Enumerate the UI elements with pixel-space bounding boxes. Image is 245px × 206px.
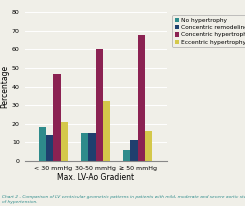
Bar xyxy=(46,135,53,161)
X-axis label: Max. LV-Ao Gradient: Max. LV-Ao Gradient xyxy=(57,173,134,182)
Bar xyxy=(61,122,68,161)
Bar xyxy=(145,131,152,161)
Bar xyxy=(53,74,61,161)
Bar xyxy=(130,140,138,161)
Bar xyxy=(39,127,46,161)
Bar xyxy=(88,133,96,161)
Legend: No hypertrophy, Concentric remodeling, Concentric hypertrophy, Eccentric hypertr: No hypertrophy, Concentric remodeling, C… xyxy=(172,15,245,47)
Bar xyxy=(103,101,110,161)
Text: Chart 2 - Comparison of LV ventricular geometric patterns in patients with mild,: Chart 2 - Comparison of LV ventricular g… xyxy=(2,195,245,204)
Bar xyxy=(138,35,145,161)
Bar xyxy=(123,150,130,161)
Bar xyxy=(96,49,103,161)
Bar xyxy=(81,133,88,161)
Y-axis label: Percentage: Percentage xyxy=(0,65,9,108)
